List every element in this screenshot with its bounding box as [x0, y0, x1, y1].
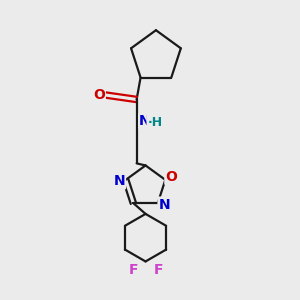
Text: O: O	[93, 88, 105, 102]
Text: O: O	[165, 170, 177, 184]
Text: N: N	[158, 198, 170, 212]
Text: F: F	[128, 263, 138, 278]
Text: N: N	[113, 174, 125, 188]
Text: F: F	[153, 263, 163, 278]
Text: N: N	[139, 114, 151, 128]
Text: ·H: ·H	[148, 116, 163, 129]
